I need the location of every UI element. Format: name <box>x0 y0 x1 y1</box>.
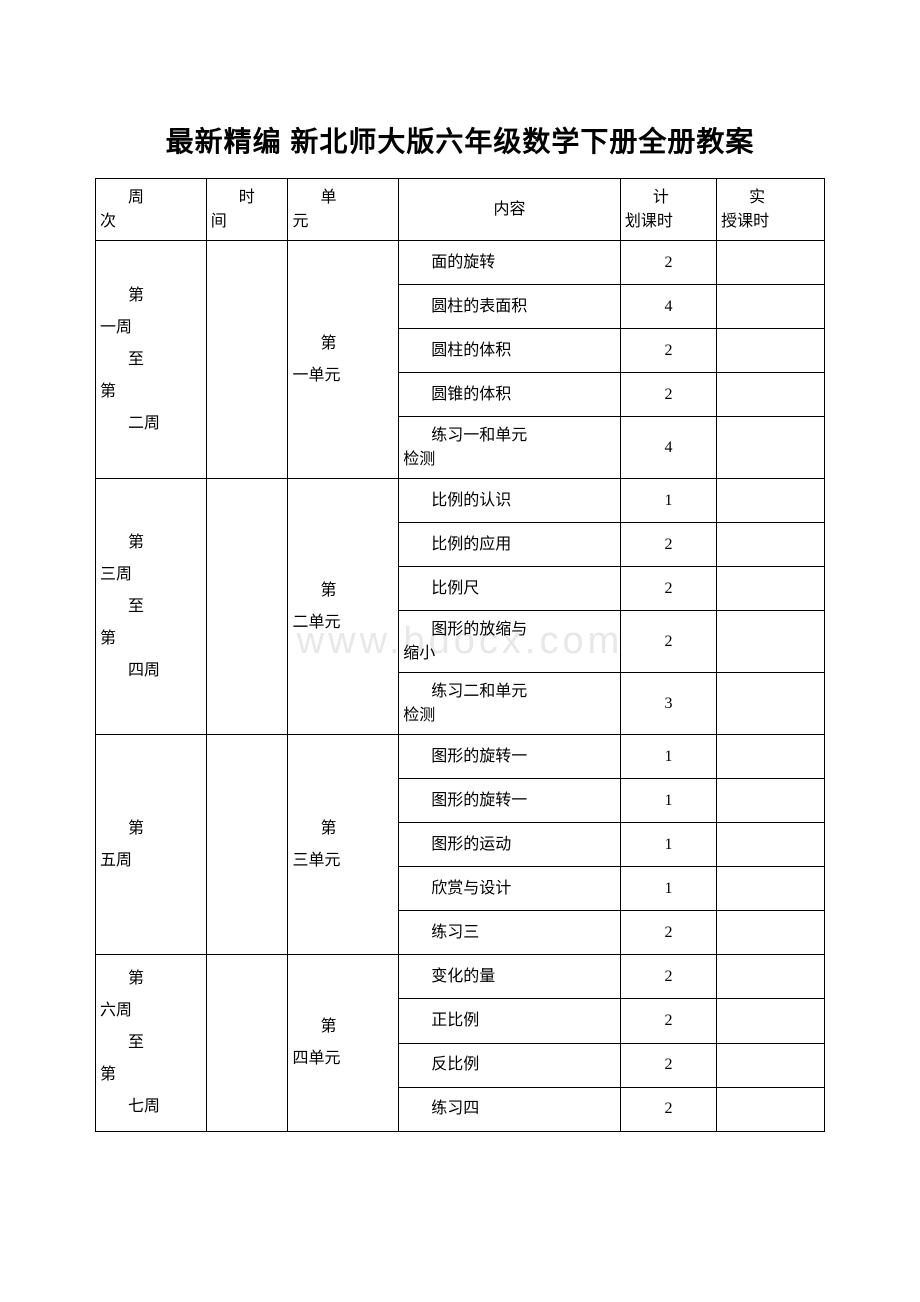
actual-cell <box>717 867 825 911</box>
unit-cell: 第二单元 <box>288 479 399 735</box>
actual-cell <box>717 417 825 479</box>
content-cell: 练习一和单元检测 <box>399 417 621 479</box>
content-cell: 比例尺 <box>399 567 621 611</box>
actual-cell <box>717 735 825 779</box>
actual-cell <box>717 955 825 999</box>
plan-cell: 2 <box>620 329 716 373</box>
header-content: 内容 <box>399 179 621 241</box>
content-cell: 练习四 <box>399 1087 621 1131</box>
plan-cell: 2 <box>620 567 716 611</box>
plan-cell: 2 <box>620 241 716 285</box>
time-cell <box>206 735 288 955</box>
content-cell: 圆柱的体积 <box>399 329 621 373</box>
plan-cell: 2 <box>620 373 716 417</box>
actual-cell <box>717 673 825 735</box>
content-cell: 图形的旋转一 <box>399 735 621 779</box>
actual-cell <box>717 823 825 867</box>
week-cell: 第五周 <box>96 735 207 955</box>
actual-cell <box>717 911 825 955</box>
actual-cell <box>717 373 825 417</box>
plan-cell: 2 <box>620 999 716 1043</box>
content-cell: 面的旋转 <box>399 241 621 285</box>
plan-cell: 2 <box>620 1087 716 1131</box>
content-cell: 比例的认识 <box>399 479 621 523</box>
content-cell: 反比例 <box>399 1043 621 1087</box>
actual-cell <box>717 329 825 373</box>
header-unit: 单元 <box>288 179 399 241</box>
time-cell <box>206 955 288 1132</box>
document-title: 最新精编 新北师大版六年级数学下册全册教案 <box>95 120 825 160</box>
content-cell: 练习三 <box>399 911 621 955</box>
actual-cell <box>717 285 825 329</box>
header-time: 时间 <box>206 179 288 241</box>
content-cell: 圆柱的表面积 <box>399 285 621 329</box>
content-cell: 比例的应用 <box>399 523 621 567</box>
plan-cell: 2 <box>620 523 716 567</box>
actual-cell <box>717 1043 825 1087</box>
actual-cell <box>717 999 825 1043</box>
table-row: 第三周至第四周第二单元比例的认识1 <box>96 479 825 523</box>
week-cell: 第一周至第二周 <box>96 241 207 479</box>
unit-cell: 第四单元 <box>288 955 399 1132</box>
unit-cell: 第三单元 <box>288 735 399 955</box>
content-cell: 欣赏与设计 <box>399 867 621 911</box>
actual-cell <box>717 523 825 567</box>
plan-cell: 1 <box>620 823 716 867</box>
actual-cell <box>717 779 825 823</box>
header-week: 周次 <box>96 179 207 241</box>
plan-cell: 1 <box>620 779 716 823</box>
plan-cell: 4 <box>620 285 716 329</box>
plan-cell: 3 <box>620 673 716 735</box>
actual-cell <box>717 1087 825 1131</box>
lesson-plan-table: 周次时间单元内容计划课时实授课时第一周至第二周第一单元面的旋转2圆柱的表面积4圆… <box>95 178 825 1132</box>
week-cell: 第六周至第七周 <box>96 955 207 1132</box>
plan-cell: 2 <box>620 911 716 955</box>
content-cell: 练习二和单元检测 <box>399 673 621 735</box>
plan-cell: 2 <box>620 1043 716 1087</box>
header-plan: 计划课时 <box>620 179 716 241</box>
table-row: 第一周至第二周第一单元面的旋转2 <box>96 241 825 285</box>
content-cell: 图形的旋转一 <box>399 779 621 823</box>
plan-cell: 1 <box>620 867 716 911</box>
actual-cell <box>717 611 825 673</box>
content-cell: 变化的量 <box>399 955 621 999</box>
week-cell: 第三周至第四周 <box>96 479 207 735</box>
content-cell: 圆锥的体积 <box>399 373 621 417</box>
actual-cell <box>717 567 825 611</box>
table-row: 第六周至第七周第四单元变化的量2 <box>96 955 825 999</box>
table-row: 第五周第三单元图形的旋转一1 <box>96 735 825 779</box>
plan-cell: 1 <box>620 479 716 523</box>
actual-cell <box>717 479 825 523</box>
unit-cell: 第一单元 <box>288 241 399 479</box>
plan-cell: 2 <box>620 955 716 999</box>
header-actual: 实授课时 <box>717 179 825 241</box>
plan-cell: 4 <box>620 417 716 479</box>
plan-cell: 1 <box>620 735 716 779</box>
content-cell: 图形的放缩与缩小 <box>399 611 621 673</box>
plan-cell: 2 <box>620 611 716 673</box>
actual-cell <box>717 241 825 285</box>
time-cell <box>206 241 288 479</box>
content-cell: 正比例 <box>399 999 621 1043</box>
content-cell: 图形的运动 <box>399 823 621 867</box>
time-cell <box>206 479 288 735</box>
